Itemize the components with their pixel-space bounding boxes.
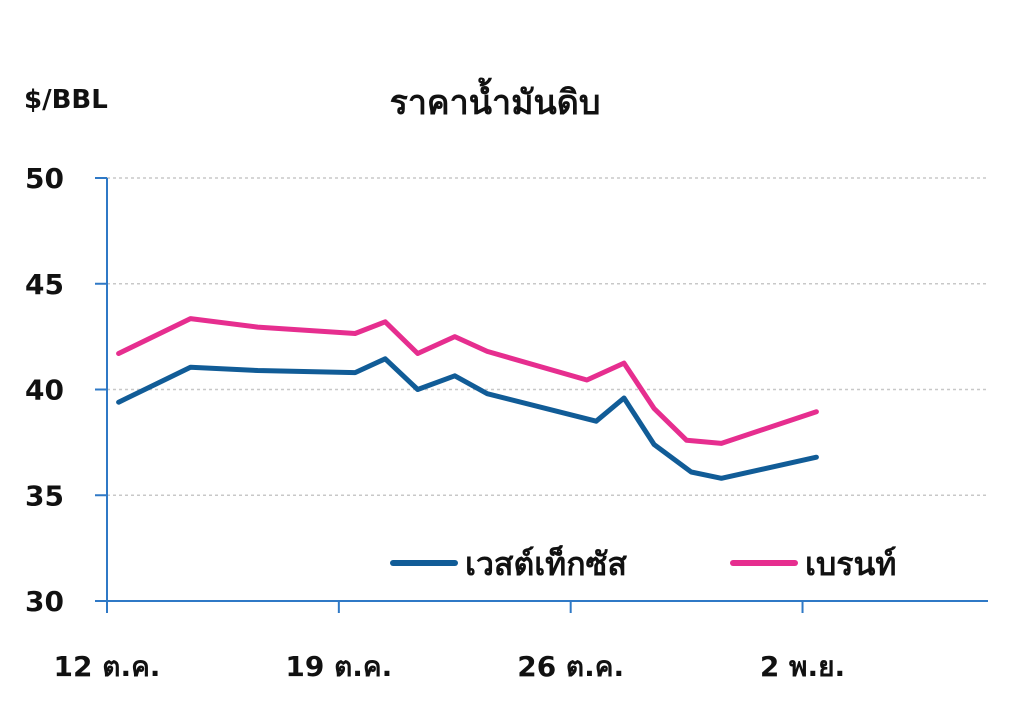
y-tick-label: 50: [25, 162, 64, 195]
series-line-0: [116, 356, 819, 481]
y-axis-unit-label: $/BBL: [24, 85, 108, 115]
x-tick-label: 12 ต.ค.: [54, 650, 161, 683]
gridlines: [107, 177, 988, 496]
x-tick-label: 2 พ.ย.: [760, 650, 845, 683]
x-tick-labels: 12 ต.ค. 19 ต.ค. 26 ต.ค. 2 พ.ย.: [54, 650, 846, 683]
x-tick-label: 26 ต.ค.: [517, 650, 624, 683]
y-tick-label: 30: [25, 585, 64, 618]
y-tick-label: 40: [25, 374, 64, 407]
legend: เวสต์เท็กซัส เบรนท์: [390, 544, 896, 583]
legend-label-0: เวสต์เท็กซัส: [465, 544, 627, 583]
axes: [95, 177, 988, 613]
series-line-1: [116, 316, 819, 446]
series-lines: [116, 316, 819, 481]
chart-title: ราคาน้ำมันดิบ: [390, 77, 601, 123]
y-tick-label: 45: [25, 268, 64, 301]
y-tick-labels: 30 35 40 45 50: [25, 162, 64, 618]
legend-label-1: เบรนท์: [805, 545, 896, 583]
y-tick-label: 35: [25, 479, 64, 512]
x-tick-label: 19 ต.ค.: [285, 650, 392, 683]
